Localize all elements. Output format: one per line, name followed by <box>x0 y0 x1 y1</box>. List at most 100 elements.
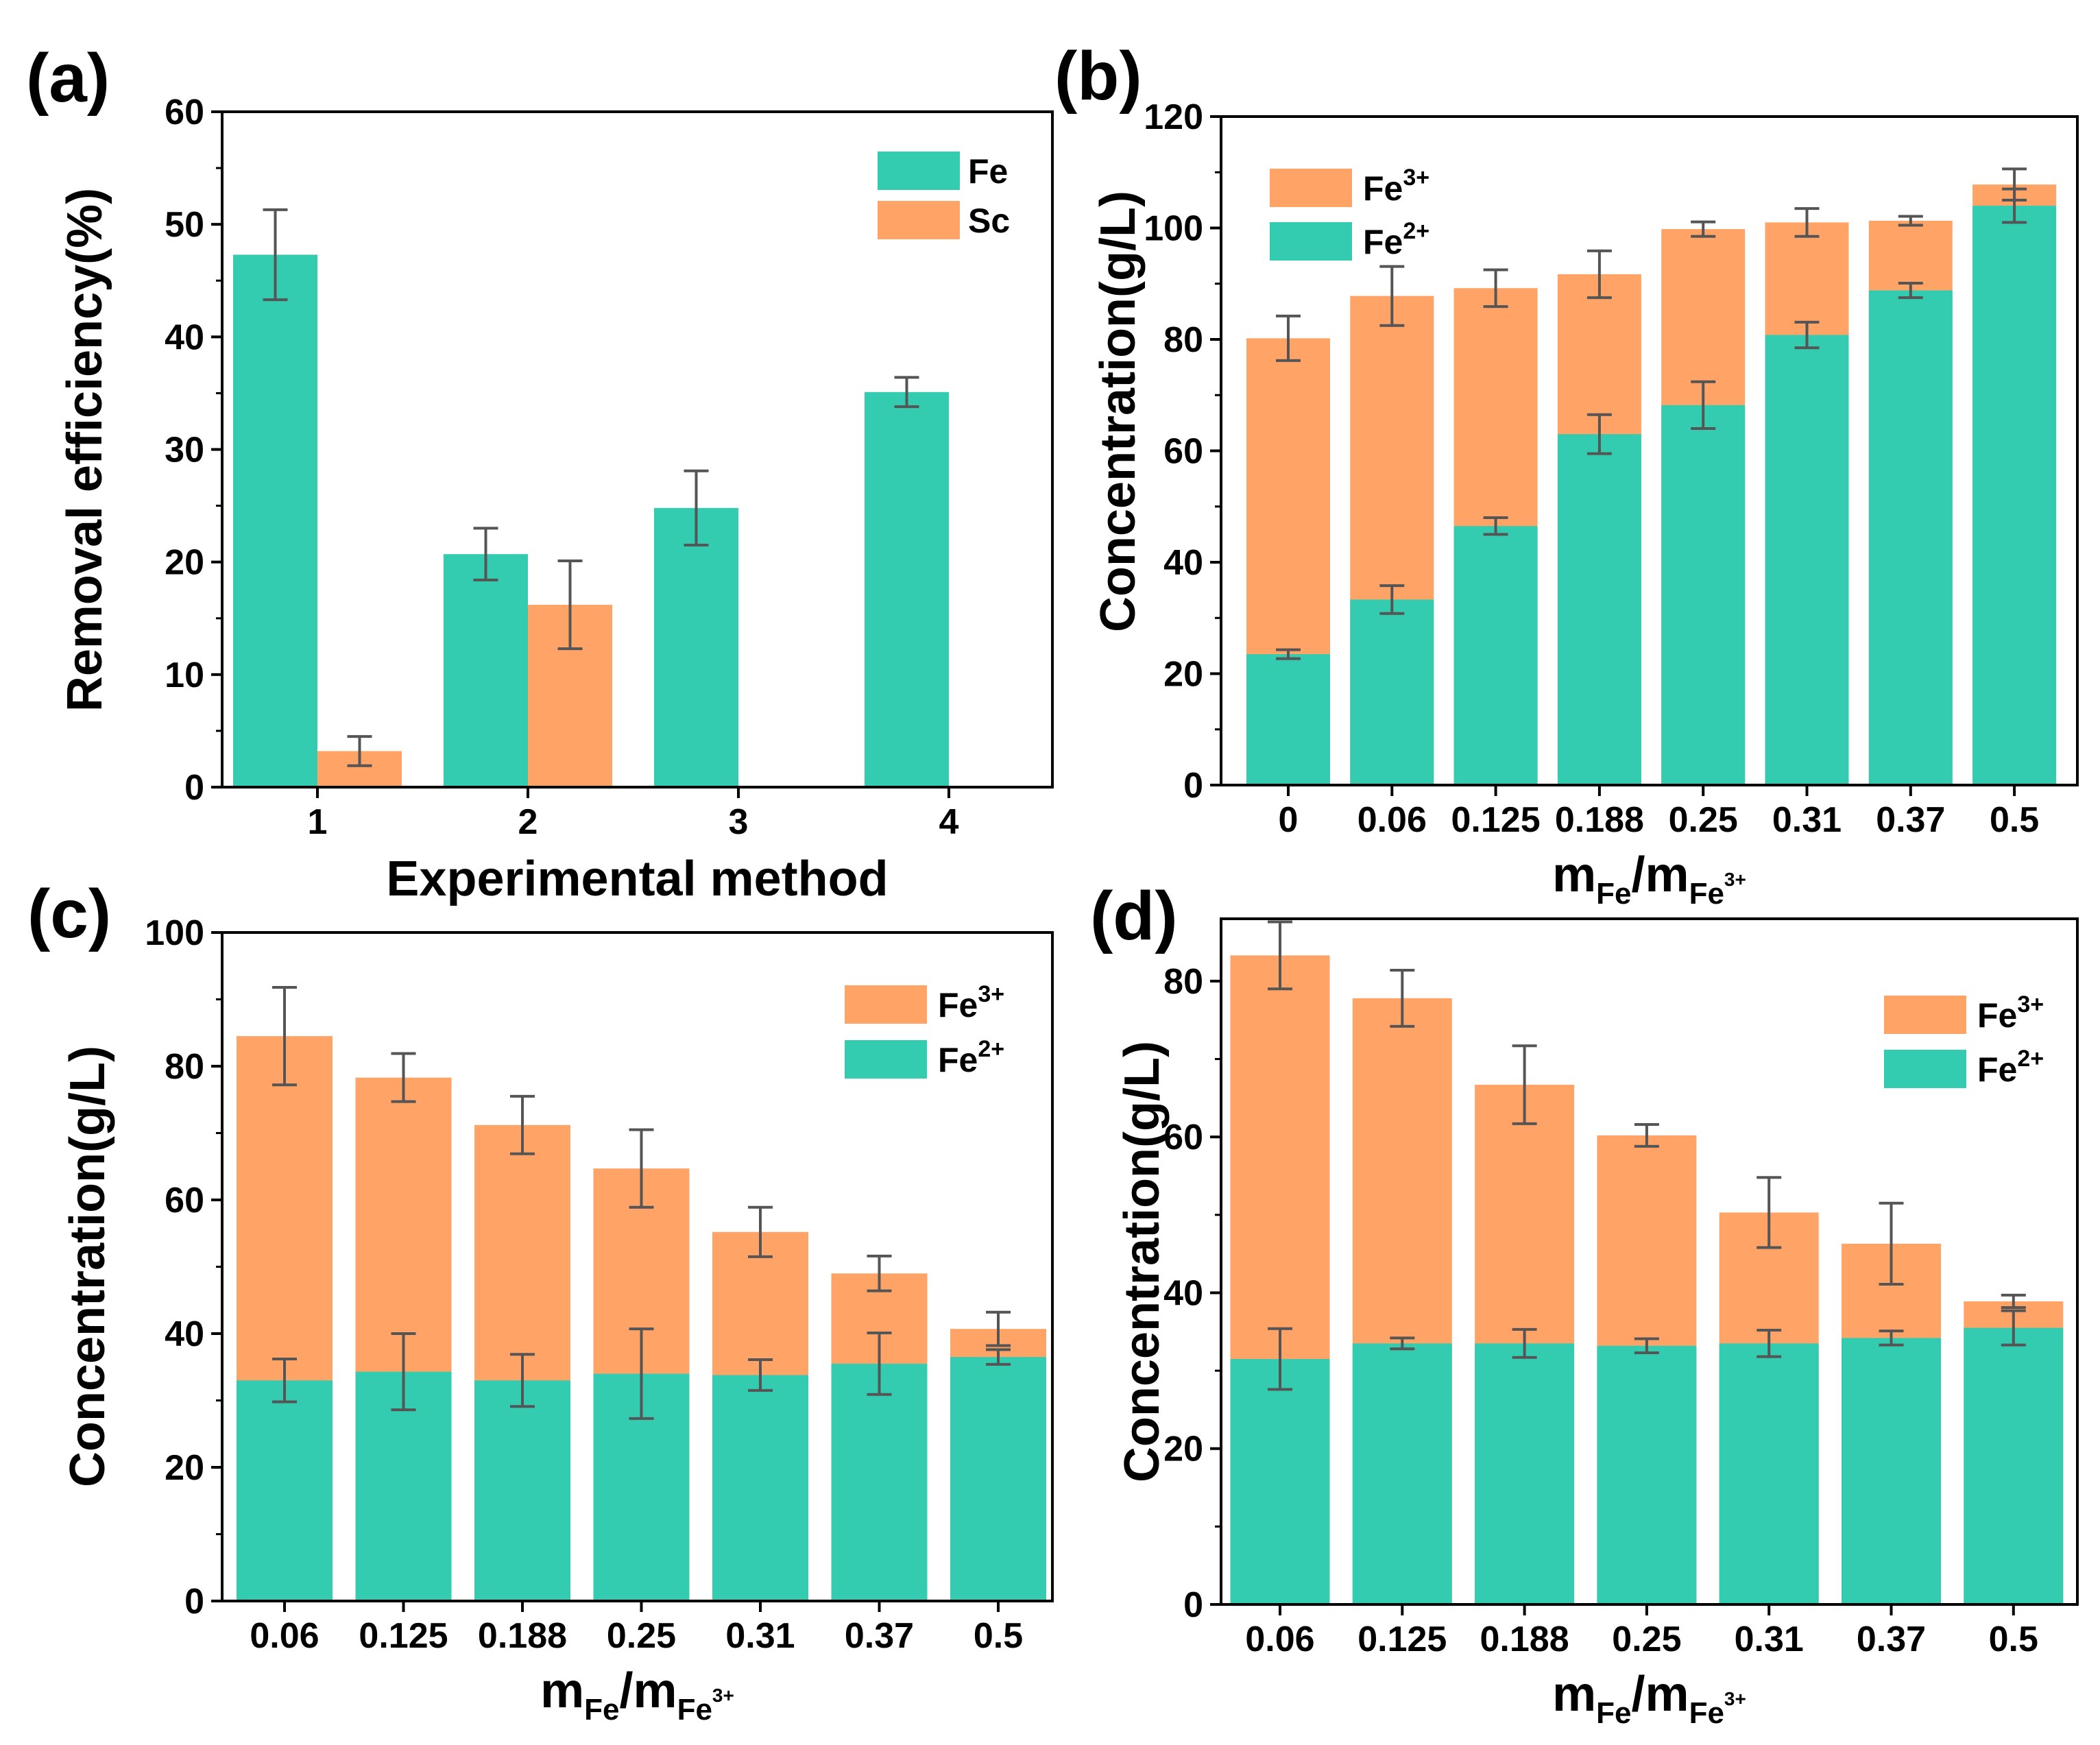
bar-fe2-0.06 <box>237 1380 333 1601</box>
errbar-fe-2 <box>473 527 498 581</box>
errbar-fe2-0.06 <box>1379 584 1405 615</box>
errbar-fe2-0.188 <box>510 1353 535 1408</box>
x-tick-label: 0.25 <box>1669 800 1738 840</box>
errbar-fe2-0.37 <box>1898 281 1923 300</box>
bar-fe2-0.188 <box>474 1380 570 1601</box>
x-title-sub1: Fe <box>1596 877 1631 911</box>
x-tick-label: 0.125 <box>1451 800 1541 840</box>
panel-a: 0 10 20 30 40 50 60 1 2 3 4 (a) Removal efficiency(%… <box>26 40 1054 906</box>
bar-fe2-0.188 <box>1475 1343 1575 1604</box>
y-tick-label: 80 <box>1163 962 1203 1002</box>
x-title-m: m <box>1552 1667 1596 1722</box>
y-tick-label: 60 <box>1163 1118 1203 1157</box>
y-tick-label: 60 <box>165 93 204 132</box>
y-tick-label: 40 <box>165 317 204 357</box>
errbar-fe-3 <box>684 469 709 547</box>
bar-fe2-0.188 <box>1557 434 1641 785</box>
legend-swatch <box>845 1040 927 1079</box>
y-tick-label: 20 <box>1163 1430 1203 1469</box>
legend-label: Fe2+ <box>938 1036 1004 1079</box>
x-title-m: m <box>1552 847 1596 902</box>
x-tick-label: 2 <box>518 802 538 842</box>
x-tick-label: 0.5 <box>974 1616 1023 1656</box>
x-tick-label: 0.5 <box>1989 1620 2038 1659</box>
x-axis-title: mFe/mFe3+ <box>1552 847 1746 911</box>
y-tick-label: 120 <box>1144 97 1203 137</box>
errbar-fe3-0.125 <box>1483 268 1508 309</box>
errbar-fe3-0.06 <box>272 985 297 1087</box>
legend-label: Fe2+ <box>1363 218 1429 261</box>
errbar-fe3-0.37 <box>1898 215 1923 227</box>
legend-swatch <box>878 152 960 190</box>
x-tick-label: 0.125 <box>1357 1620 1447 1659</box>
y-tick-label: 100 <box>145 913 204 953</box>
errbar-fe3-0.5 <box>986 1310 1011 1347</box>
y-tick-label: 60 <box>1163 432 1203 472</box>
x-axis-title: Experimental method <box>386 852 888 906</box>
y-tick-label: 20 <box>165 543 204 583</box>
bar-fe-3 <box>654 507 738 787</box>
bar-fe-2 <box>444 554 528 787</box>
panel-label: (d) <box>1090 878 1178 954</box>
errbar-fe3-0.31 <box>748 1205 773 1258</box>
legend-swatch <box>1270 222 1352 261</box>
bar-fe2-0.37 <box>1842 1338 1941 1604</box>
x-title-slash: /m <box>1632 847 1689 902</box>
legend-sup: 3+ <box>1403 165 1429 191</box>
legend-base: Fe <box>1363 169 1403 208</box>
y-tick-label: 80 <box>1163 320 1203 360</box>
legend-swatch <box>1884 996 1966 1034</box>
x-title-slash: /m <box>1632 1667 1689 1722</box>
bar-fe2-0.5 <box>950 1357 1046 1601</box>
y-axis-title: Concentration(g/L) <box>60 1046 115 1487</box>
x-tick-label: 0.31 <box>725 1616 795 1656</box>
errbar-fe2-0.125 <box>1483 516 1508 536</box>
errbar-fe3-0.37 <box>867 1254 892 1292</box>
x-title-slash: /m <box>620 1663 677 1718</box>
panel-label: (b) <box>1054 38 1142 115</box>
x-tick-label: 0.188 <box>1555 800 1644 840</box>
bar-fe2-0.37 <box>1868 290 1953 785</box>
legend-swatch <box>1884 1050 1966 1088</box>
bar-fe2-0.31 <box>1719 1343 1819 1604</box>
legend-swatch <box>878 201 960 239</box>
legend-label: Fe2+ <box>1977 1046 2044 1089</box>
y-axis-title: Concentration(g/L) <box>1115 1041 1170 1482</box>
errbar-fe2-0.188 <box>1586 413 1612 455</box>
errbar-fe3-0 <box>1276 314 1301 362</box>
errbar-fe2-0.31 <box>1757 1329 1782 1358</box>
errbar-fe2-0.06 <box>1268 1327 1292 1391</box>
errbar-fe2-0.25 <box>1691 380 1716 430</box>
errbar-fe3-0.31 <box>1757 1176 1782 1249</box>
bar-fe-1 <box>233 254 317 787</box>
legend-label: Sc <box>968 202 1010 240</box>
bar-fe2-0.06 <box>1230 1359 1330 1604</box>
x-tick-label: 0.188 <box>478 1616 567 1656</box>
y-tick-label: 0 <box>1183 766 1203 806</box>
bar-fe2-0.31 <box>712 1375 808 1601</box>
y-axis-title: Removal efficiency(%) <box>58 188 112 712</box>
legend-sup: 2+ <box>978 1036 1004 1062</box>
errbar-fe2-0.125 <box>1390 1336 1415 1351</box>
errbar-fe2-0.5 <box>2002 187 2027 224</box>
y-tick-label: 80 <box>165 1047 204 1087</box>
x-tick-label: 0 <box>1279 800 1299 840</box>
errbar-fe2-0.5 <box>2001 1309 2026 1347</box>
x-tick-label: 4 <box>939 802 959 842</box>
y-tick-label: 40 <box>165 1314 204 1354</box>
x-title-sub1: Fe <box>1596 1696 1631 1730</box>
errbar-fe3-0.188 <box>1586 249 1612 300</box>
bar-fe2-0.125 <box>1352 1343 1452 1604</box>
x-title-m: m <box>540 1663 584 1718</box>
bar-fe2-0.5 <box>1964 1327 2064 1604</box>
errbar-fe2-0.25 <box>629 1327 654 1420</box>
y-axis-title: Concentration(g/L) <box>1091 191 1146 632</box>
y-tick-label: 10 <box>165 655 204 695</box>
panel-c: 0 20 40 60 80 100 0.06 0.125 0.188 0.25 0.31 0.37 0.… <box>27 876 1054 1726</box>
x-title-sub1: Fe <box>584 1693 619 1726</box>
errbar-fe2-0.37 <box>1879 1329 1904 1347</box>
y-tick-label: 20 <box>1163 655 1203 695</box>
x-axis-title: mFe/mFe3+ <box>1552 1667 1746 1730</box>
bar-fe2-0.25 <box>1597 1345 1697 1604</box>
x-axis-title: mFe/mFe3+ <box>540 1663 734 1726</box>
